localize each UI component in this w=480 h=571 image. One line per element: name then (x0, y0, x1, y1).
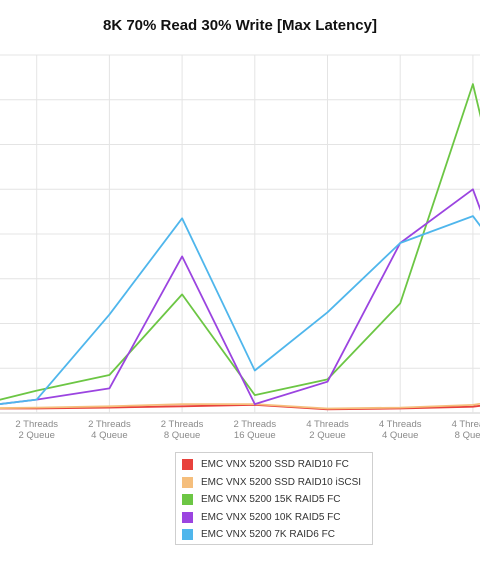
legend-label: EMC VNX 5200 SSD RAID10 FC (201, 459, 349, 471)
series-line (0, 188, 480, 406)
legend-item[interactable]: EMC VNX 5200 7K RAID6 FC (182, 526, 372, 544)
legend-item[interactable]: EMC VNX 5200 SSD RAID10 FC (182, 456, 372, 474)
legend-item[interactable]: EMC VNX 5200 SSD RAID10 iSCSI (182, 474, 372, 492)
x-tick-label: 2 Threads 8 Queue (161, 419, 204, 441)
legend-label: EMC VNX 5200 7K RAID6 FC (201, 529, 335, 541)
series-line (0, 83, 480, 401)
series-line (0, 403, 480, 411)
x-tick-label: 4 Threads 2 Queue (306, 419, 349, 441)
legend-swatch (182, 529, 193, 541)
legend-swatch (182, 494, 193, 506)
chart-legend: EMC VNX 5200 SSD RAID10 FC EMC VNX 5200 S… (175, 452, 373, 545)
legend-item[interactable]: EMC VNX 5200 10K RAID5 FC (182, 509, 372, 527)
legend-label: EMC VNX 5200 10K RAID5 FC (201, 511, 341, 523)
legend-label: EMC VNX 5200 SSD RAID10 iSCSI (201, 476, 362, 488)
x-tick-label: 2 Threads 4 Queue (88, 419, 131, 441)
legend-swatch (182, 476, 193, 488)
x-tick-label: 4 Threads 4 Queue (379, 419, 422, 441)
legend-label: EMC VNX 5200 15K RAID5 FC (201, 494, 341, 506)
legend-item[interactable]: EMC VNX 5200 15K RAID5 FC (182, 491, 372, 509)
x-tick-label: 2 Threads 2 Queue (15, 419, 58, 441)
x-tick-label: 2 Threads 16 Queue (233, 419, 276, 441)
legend-swatch (182, 511, 193, 523)
series-line (0, 215, 480, 405)
legend-swatch (182, 459, 193, 471)
chart-title: 8K 70% Read 30% Write [Max Latency] (103, 17, 377, 34)
series-line (0, 402, 480, 410)
